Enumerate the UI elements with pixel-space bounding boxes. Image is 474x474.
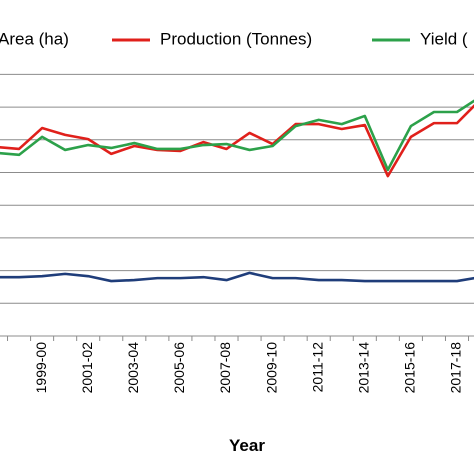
legend-label: Yield ( bbox=[420, 29, 468, 48]
x-tick-label: 2009-10 bbox=[263, 342, 279, 394]
legend: Area (ha) Production (Tonnes) Yield ( bbox=[0, 29, 468, 48]
x-tick-label: 2017-18 bbox=[448, 342, 464, 394]
x-tick-label: 2015-16 bbox=[402, 342, 418, 394]
x-tick-label: 2013-14 bbox=[356, 342, 372, 394]
legend-label: Area (ha) bbox=[0, 29, 69, 48]
x-tick-label: 1999-00 bbox=[33, 342, 49, 394]
data-line bbox=[0, 271, 474, 283]
data-line bbox=[0, 99, 474, 172]
x-axis-title: Year bbox=[229, 436, 265, 455]
x-tick-label: 2001-02 bbox=[79, 342, 95, 394]
x-tick-label: 2005-06 bbox=[171, 342, 187, 394]
x-tick-label: 2007-08 bbox=[217, 342, 233, 394]
x-axis-labels: 1999-00 2001-02 2003-04 2005-06 2007-08 2009-… bbox=[33, 342, 464, 394]
data-line bbox=[0, 104, 474, 178]
plot-lines bbox=[0, 99, 474, 283]
legend-label: Production (Tonnes) bbox=[160, 29, 312, 48]
x-tick-label: 2011-12 bbox=[309, 342, 325, 393]
x-tick-label: 2003-04 bbox=[125, 342, 141, 394]
grid bbox=[0, 73, 474, 341]
